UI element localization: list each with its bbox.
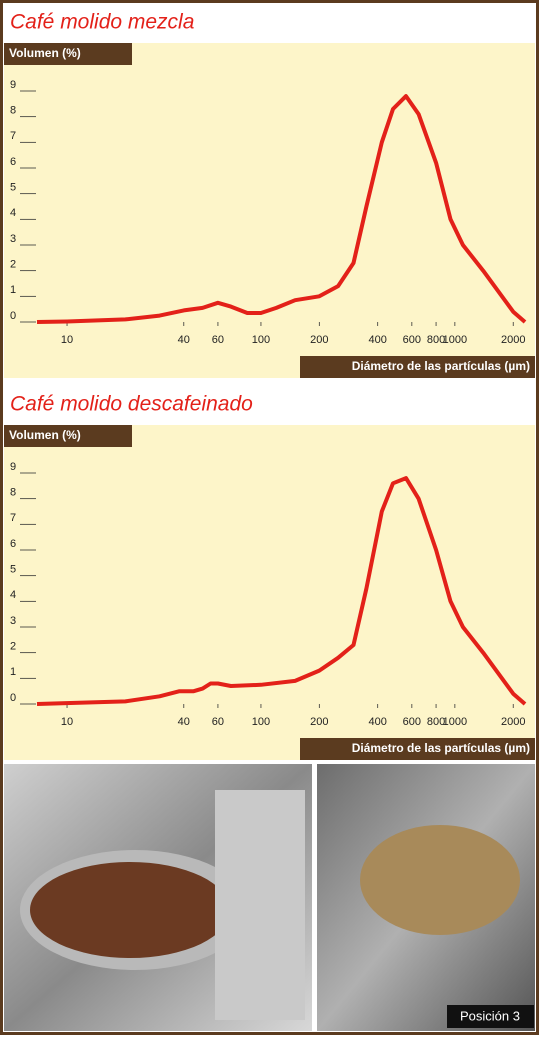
x-tick-label: 1000 bbox=[443, 334, 467, 346]
photo-pot-body bbox=[215, 790, 305, 1020]
x-tick-label: 2000 bbox=[501, 716, 525, 728]
x-tick-label: 400 bbox=[369, 334, 387, 346]
y-tick-label: 9 bbox=[10, 79, 16, 91]
photo-coffee bbox=[30, 862, 230, 958]
x-tick-label: 1000 bbox=[443, 716, 467, 728]
x-axis-label: Diámetro de las partículas (µm) bbox=[352, 359, 530, 373]
x-axis-label: Diámetro de las partículas (µm) bbox=[352, 741, 530, 755]
y-tick-label: 3 bbox=[10, 233, 16, 245]
y-tick-label: 0 bbox=[10, 692, 16, 704]
x-tick-label: 600 bbox=[403, 334, 421, 346]
x-tick-label: 600 bbox=[403, 716, 421, 728]
figure: Posición 3 Café molido mezcla Volumen (%)… bbox=[0, 0, 539, 1035]
photo-grounds bbox=[360, 825, 520, 935]
y-tick-label: 2 bbox=[10, 641, 16, 653]
x-tick-label: 40 bbox=[178, 716, 190, 728]
y-tick-label: 6 bbox=[10, 156, 16, 168]
y-tick-label: 9 bbox=[10, 461, 16, 473]
y-tick-label: 8 bbox=[10, 487, 16, 499]
y-tick-label: 6 bbox=[10, 538, 16, 550]
panel bbox=[4, 43, 535, 378]
y-tick-label: 5 bbox=[10, 564, 16, 576]
x-tick-label: 40 bbox=[178, 334, 190, 346]
photo-caption: Posición 3 bbox=[460, 1008, 520, 1023]
x-tick-label: 100 bbox=[252, 334, 270, 346]
y-tick-label: 7 bbox=[10, 130, 16, 142]
page: {"chart_data": [ {"type": "line", "title… bbox=[0, 0, 539, 1035]
x-tick-label: 60 bbox=[212, 334, 224, 346]
x-tick-label: 60 bbox=[212, 716, 224, 728]
photos: Posición 3 bbox=[4, 764, 535, 1031]
x-tick-label: 200 bbox=[310, 334, 328, 346]
y-tick-label: 2 bbox=[10, 259, 16, 271]
y-tick-label: 4 bbox=[10, 207, 16, 219]
chart-title: Café molido descafeinado bbox=[10, 393, 253, 416]
y-tick-label: 0 bbox=[10, 310, 16, 322]
x-tick-label: 200 bbox=[310, 716, 328, 728]
x-tick-label: 10 bbox=[61, 716, 73, 728]
y-axis-label: Volumen (%) bbox=[9, 46, 81, 60]
y-tick-label: 1 bbox=[10, 666, 16, 678]
x-tick-label: 100 bbox=[252, 716, 270, 728]
x-tick-label: 400 bbox=[369, 716, 387, 728]
y-tick-label: 7 bbox=[10, 512, 16, 524]
y-tick-label: 4 bbox=[10, 589, 16, 601]
y-tick-label: 3 bbox=[10, 615, 16, 627]
y-tick-label: 5 bbox=[10, 182, 16, 194]
y-tick-label: 8 bbox=[10, 105, 16, 117]
x-tick-label: 10 bbox=[61, 334, 73, 346]
y-tick-label: 1 bbox=[10, 284, 16, 296]
panel bbox=[4, 425, 535, 760]
chart-title: Café molido mezcla bbox=[10, 11, 194, 34]
y-axis-label: Volumen (%) bbox=[9, 428, 81, 442]
x-tick-label: 2000 bbox=[501, 334, 525, 346]
